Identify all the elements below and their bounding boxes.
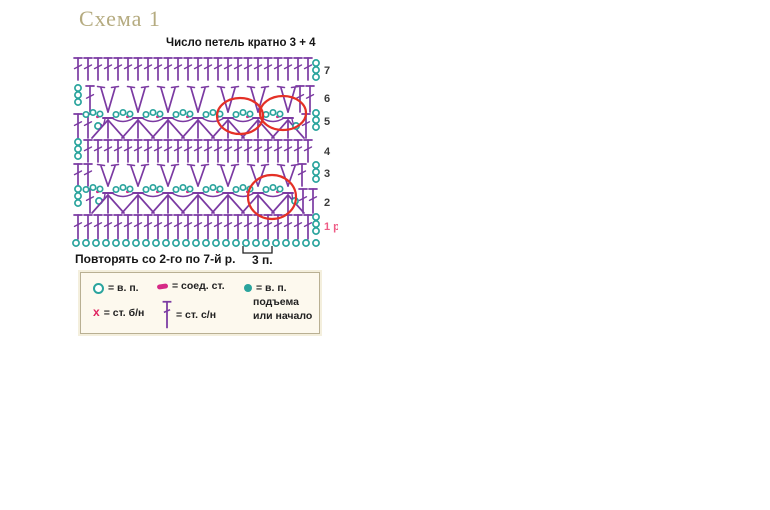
svg-text:3: 3: [324, 168, 330, 180]
legend-turnchain-line3: или начало: [253, 310, 313, 322]
repeat-width-label: 3 п.: [252, 253, 273, 267]
legend-sc-item: х = ст. б/н: [93, 305, 144, 319]
stitch-count-note: Число петель кратно 3 + 4: [166, 37, 316, 49]
slip-stitch-icon: [156, 283, 169, 290]
legend-turnchain-line2: подъема: [253, 296, 299, 308]
turning-chain-icon: [244, 284, 252, 293]
legend-chain-label: = в. п.: [108, 282, 139, 294]
svg-text:2: 2: [324, 197, 330, 209]
legend-slip-label: = соед. ст.: [172, 280, 225, 292]
legend-turnchain-label: = в. п.: [256, 282, 287, 294]
legend-slip-item: = соед. ст.: [156, 280, 225, 292]
page-title: Схема 1: [79, 6, 161, 31]
chain-stitch-icon: [93, 282, 104, 294]
legend-box: = в. п. х = ст. б/н = соед. ст. = ст. с/н…: [80, 272, 320, 334]
svg-text:7: 7: [324, 65, 330, 77]
legend-chain-item: = в. п.: [93, 282, 139, 294]
legend-turnchain-item: = в. п.: [244, 282, 287, 294]
svg-text:6: 6: [324, 93, 330, 105]
repeat-note: Повторять со 2-го по 7-й р.: [75, 252, 236, 266]
svg-text:1 р.: 1 р.: [324, 221, 338, 233]
svg-text:4: 4: [324, 146, 331, 158]
svg-text:5: 5: [324, 116, 330, 128]
single-crochet-icon: х: [93, 305, 100, 319]
crochet-chart: 7 6 5 4 3 2 1 р.: [72, 57, 338, 254]
legend-dc-item: = ст. с/н: [161, 300, 216, 330]
double-crochet-icon: [162, 300, 172, 329]
legend-dc-label: = ст. с/н: [176, 308, 217, 321]
legend-sc-label: = ст. б/н: [103, 307, 145, 319]
